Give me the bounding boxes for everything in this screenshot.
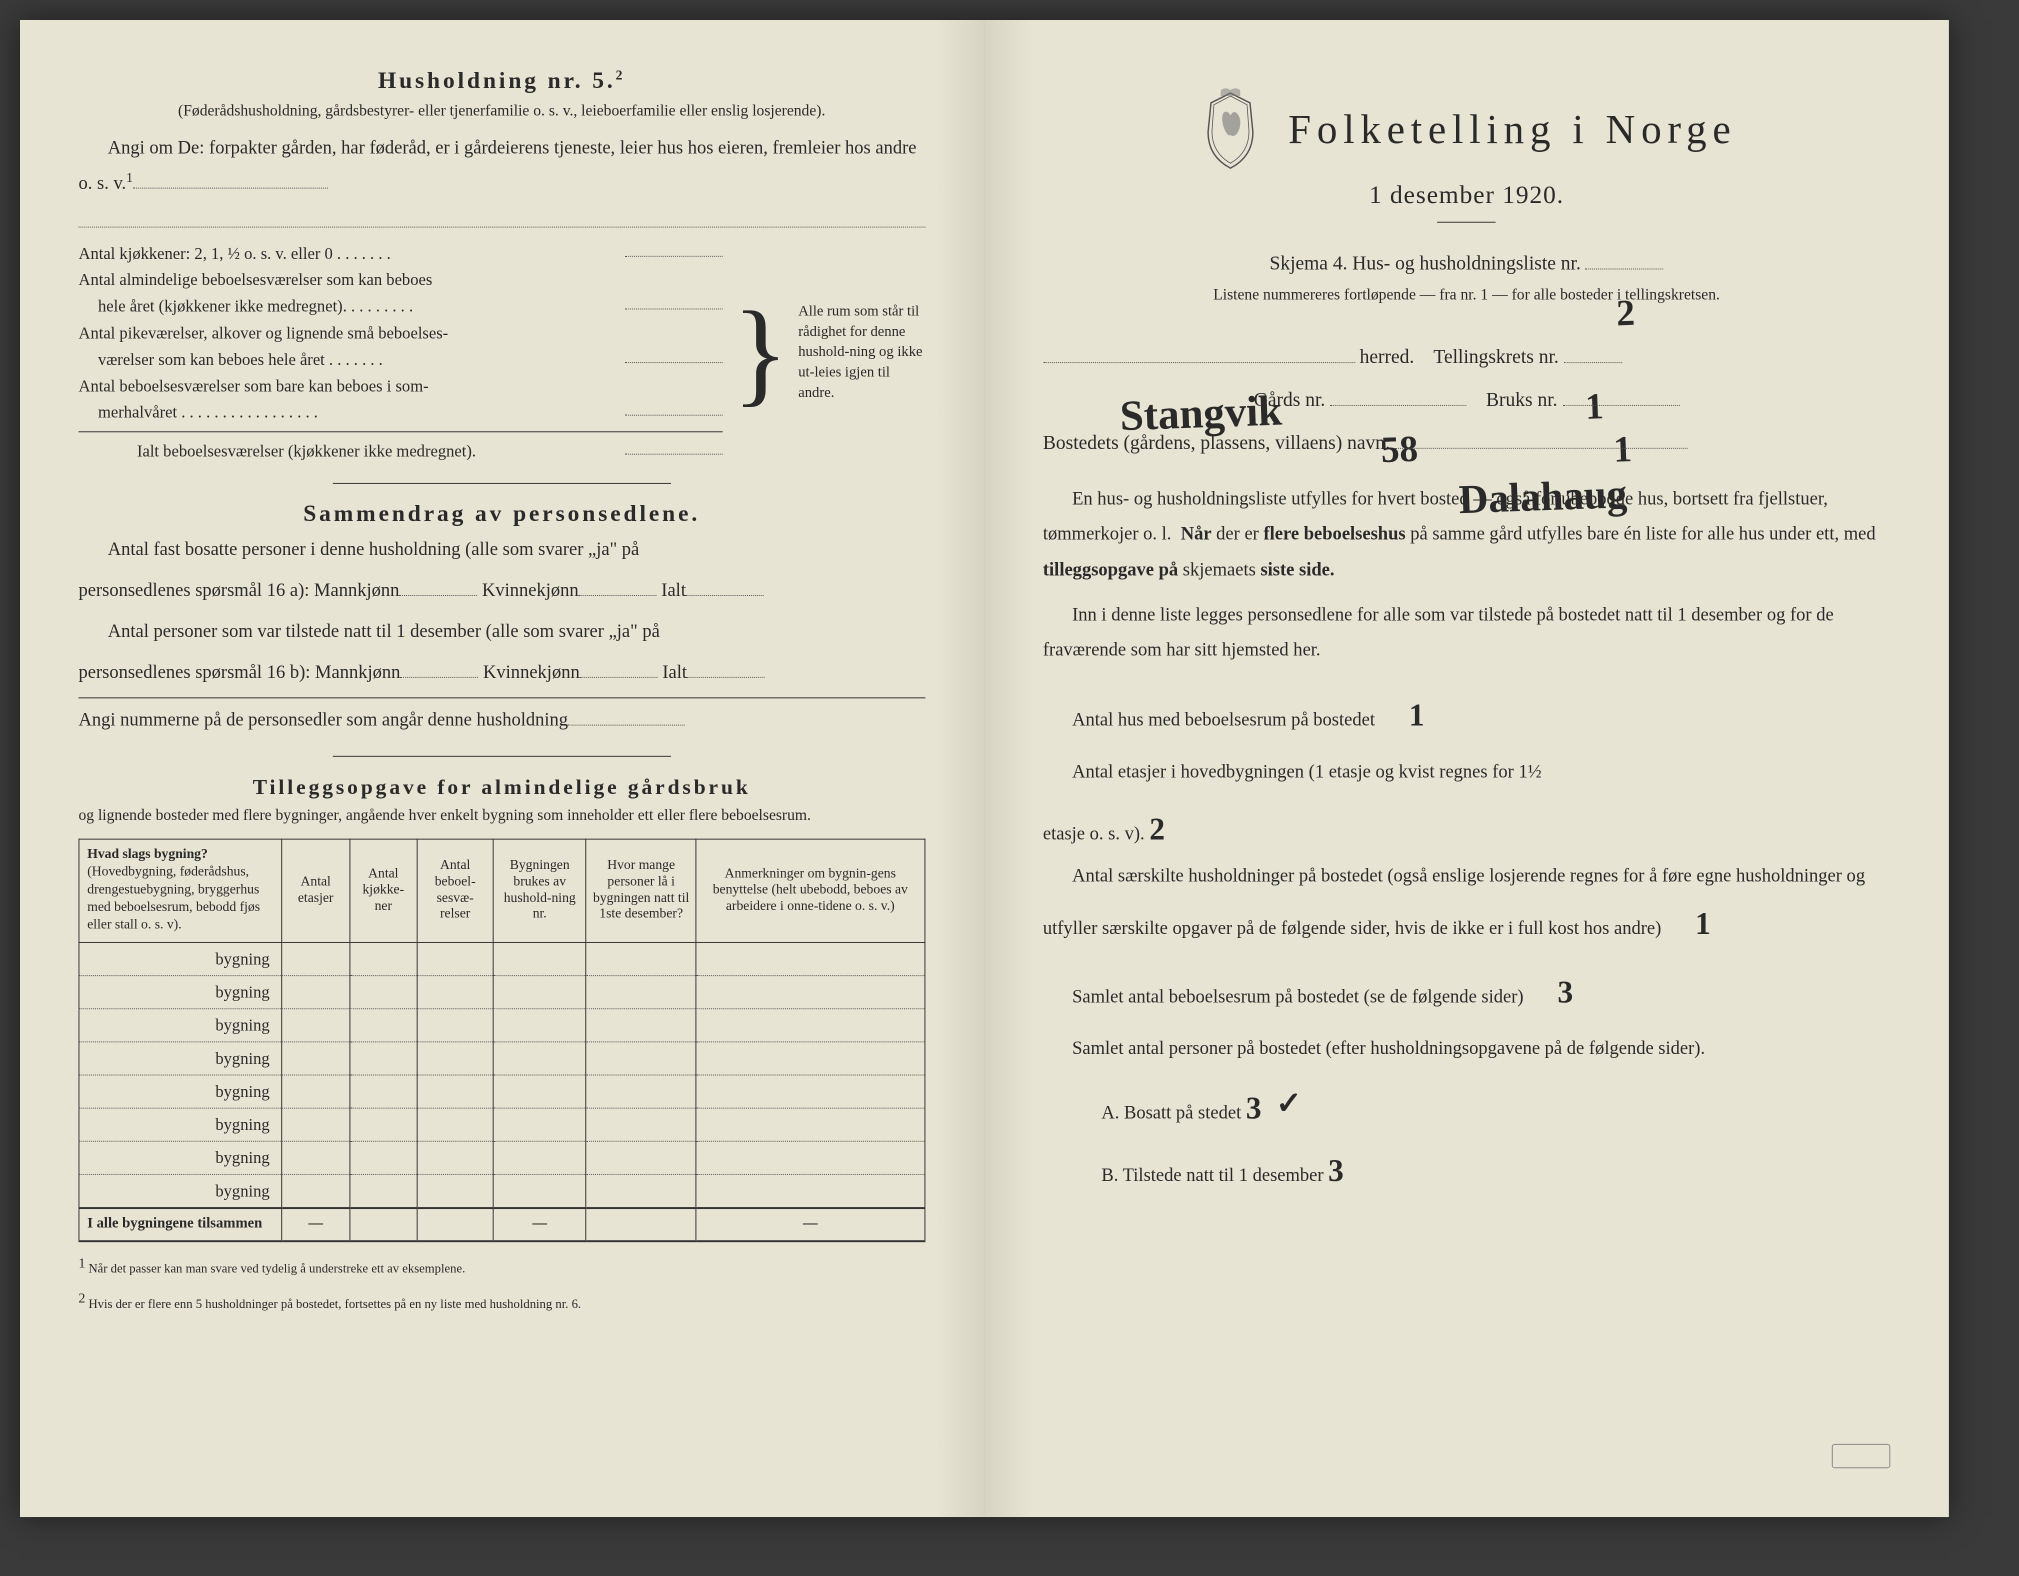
col-rooms: Antal beboel-sesvæ-relser (417, 839, 493, 943)
q5a: A. Bosatt på stedet 3 ✓ (1043, 1077, 1890, 1139)
table-row: bygning (79, 1042, 924, 1075)
summary-title: Sammendrag av personsedlene. (78, 501, 924, 527)
maid-rooms-label-b: værelser som kan beboes hele året . . . … (78, 346, 617, 372)
summary-p2: Antal personer som var tilstede natt til… (78, 615, 924, 648)
table-row: bygning (79, 1075, 924, 1108)
brace-icon: } (723, 306, 799, 400)
footnote-1: 1 Når det passer kan man svare ved tydel… (78, 1256, 924, 1278)
table-row: bygning (79, 1175, 924, 1208)
summer-rooms-label-a: Antal beboelsesværelser som bare kan beb… (78, 373, 722, 399)
table-row: bygning (79, 1009, 924, 1042)
list-nr-value: 2 (1615, 273, 1634, 274)
q4-value: 3 (1528, 963, 1573, 1022)
q5b-value: 3 (1328, 1139, 1344, 1201)
census-document: Husholdning nr. 5.2 (Føderådshusholdning… (20, 20, 1949, 1517)
building-table: Hvad slags bygning? (Hovedbygning, føder… (78, 839, 924, 1243)
maid-rooms-label-a: Antal pikeværelser, alkover og lignende … (78, 320, 722, 346)
table-row: bygning (79, 976, 924, 1009)
questions-block: Antal hus med beboelsesrum på bostedet 1… (1043, 686, 1890, 1202)
q2b: etasje o. s. v). 2 (1043, 799, 1890, 858)
table-row: bygning (79, 1142, 924, 1175)
blank-line (78, 208, 924, 227)
col-kitchens: Antal kjøkke-ner (349, 839, 417, 943)
skjema-line: Skjema 4. Hus- og husholdningsliste nr. … (1043, 242, 1890, 285)
main-title: Folketelling i Norge (1288, 106, 1736, 153)
q5: Samlet antal personer på bostedet (efter… (1043, 1032, 1890, 1067)
q3-value: 1 (1666, 894, 1711, 953)
household-5-instruction: Angi om De: forpakter gården, har føderå… (78, 132, 924, 200)
herred-value: Stangvik (1118, 365, 1280, 371)
col-persons: Hvor mange personer lå i bygningen natt … (586, 839, 696, 943)
col-remarks: Anmerkninger om bygnin-gens benyttelse (… (696, 839, 924, 943)
subtitle: 1 desember 1920. (1043, 181, 1890, 210)
q3: Antal særskilte husholdninger på bostede… (1043, 859, 1890, 953)
table-row: bygning (79, 1109, 924, 1142)
q1: Antal hus med beboelsesrum på bostedet 1 (1043, 686, 1890, 745)
krets-value: 1 (1584, 367, 1603, 368)
q1-value: 1 (1380, 686, 1425, 745)
ordinary-rooms-label-a: Antal almindelige beboelsesværelser som … (78, 267, 722, 293)
kitchens-label: Antal kjøkkener: 2, 1, ½ o. s. v. eller … (78, 240, 617, 266)
col-floors: Antal etasjer (282, 839, 350, 943)
table-row: bygning (79, 943, 924, 976)
coat-of-arms-icon (1197, 88, 1265, 171)
listene-note: Listene nummereres fortløpende — fra nr.… (1043, 285, 1890, 307)
q4: Samlet antal beboelsesrum på bostedet (s… (1043, 963, 1890, 1022)
summary-p2-fields: personsedlenes spørsmål 16 b): Mannkjønn… (78, 657, 924, 690)
summary-p1-fields: personsedlenes spørsmål 16 a): Mannkjønn… (78, 574, 924, 607)
total-rooms-label: Ialt beboelsesværelser (kjøkkener ikke m… (78, 439, 617, 465)
footnote-2: 2 Hvis der er flere enn 5 husholdninger … (78, 1291, 924, 1313)
bosted-value: Dalahaug (1457, 450, 1625, 456)
household-5-title: Husholdning nr. 5.2 (78, 69, 924, 95)
summary-p3: Angi nummerne på de personsedler som ang… (78, 705, 924, 738)
q2: Antal etasjer i hovedbygningen (1 etasje… (1043, 755, 1890, 790)
col-building-type: Hvad slags bygning? (Hovedbygning, føder… (79, 839, 282, 943)
gards-value: 58 (1380, 410, 1417, 411)
q2-value: 2 (1149, 799, 1165, 858)
title-block: Folketelling i Norge 1 desember 1920. (1043, 88, 1890, 222)
stamp-icon (1832, 1444, 1890, 1468)
intro-p2: Inn i denne liste legges personsedlene f… (1043, 598, 1890, 668)
col-household-nr: Bygningen brukes av hushold-ning nr. (493, 839, 586, 943)
bruks-value: 1 (1612, 410, 1631, 411)
right-page: Folketelling i Norge 1 desember 1920. Sk… (984, 20, 1948, 1517)
checkmark-icon: ✓ (1276, 1072, 1302, 1134)
rooms-block: Antal kjøkkener: 2, 1, ½ o. s. v. eller … (78, 240, 924, 465)
left-page: Husholdning nr. 5.2 (Føderådshusholdning… (20, 20, 984, 1517)
brace-note: Alle rum som står til rådighet for denne… (798, 302, 925, 404)
summer-rooms-label-b: merhalvåret . . . . . . . . . . . . . . … (78, 399, 617, 425)
summary-p1: Antal fast bosatte personer i denne hush… (78, 533, 924, 566)
herred-line: Stangvik herred. Tellingskrets nr. 1 (1043, 336, 1890, 379)
household-5-note: (Føderådshusholdning, gårdsbestyrer- ell… (78, 101, 924, 123)
tillegg-subtitle: og lignende bosteder med flere bygninger… (78, 805, 924, 827)
q5a-value: 3 (1246, 1077, 1262, 1139)
ordinary-rooms-label-b: hele året (kjøkkener ikke medregnet). . … (78, 293, 617, 319)
q5b: B. Tilstede natt til 1 desember 3 (1043, 1139, 1890, 1201)
tillegg-title: Tilleggsopgave for almindelige gårdsbruk (78, 774, 924, 799)
table-total-row: I alle bygningene tilsammen — — — (79, 1208, 924, 1241)
